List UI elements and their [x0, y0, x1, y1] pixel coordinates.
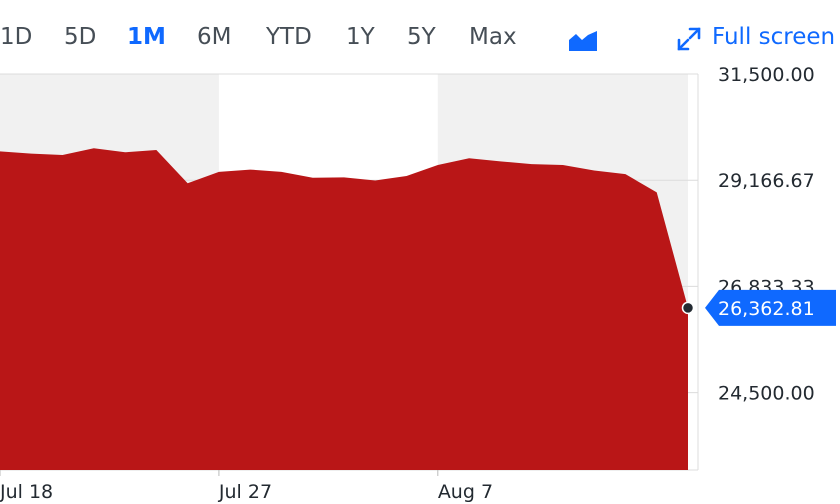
y-tick-label: 31,500.00 — [718, 64, 815, 86]
last-price-label: 26,362.81 — [718, 298, 815, 320]
y-tick-label: 24,500.00 — [718, 383, 815, 405]
last-price-marker: 26,362.81 — [681, 289, 836, 326]
x-axis: Jul 18 Jul 27 Aug 7 — [0, 470, 493, 503]
range-1y-button[interactable]: 1Y — [346, 24, 375, 50]
last-price-tag — [705, 289, 836, 326]
fullscreen-label: Full screen — [712, 24, 836, 50]
range-1d-button[interactable]: 1D — [0, 24, 33, 50]
expand-arrows-icon — [677, 27, 701, 51]
range-ytd-button[interactable]: YTD — [266, 24, 312, 50]
price-area — [0, 148, 688, 470]
x-tick-label: Jul 18 — [0, 481, 53, 503]
range-5y-button[interactable]: 5Y — [407, 24, 436, 50]
chart-type-button[interactable] — [568, 30, 602, 54]
range-max-button[interactable]: Max — [469, 24, 517, 50]
time-range-toolbar: 1D 5D 1M 6M YTD 1Y 5Y Max Full screen — [0, 0, 840, 74]
range-1m-button[interactable]: 1M — [127, 24, 166, 50]
x-tick-label: Aug 7 — [438, 481, 493, 503]
range-6m-button[interactable]: 6M — [197, 24, 232, 50]
mountain-chart-icon — [569, 31, 597, 51]
range-5d-button[interactable]: 5D — [64, 24, 97, 50]
last-point — [681, 301, 695, 315]
y-tick-label: 29,166.67 — [718, 170, 815, 192]
x-tick-label: Jul 27 — [218, 481, 272, 503]
